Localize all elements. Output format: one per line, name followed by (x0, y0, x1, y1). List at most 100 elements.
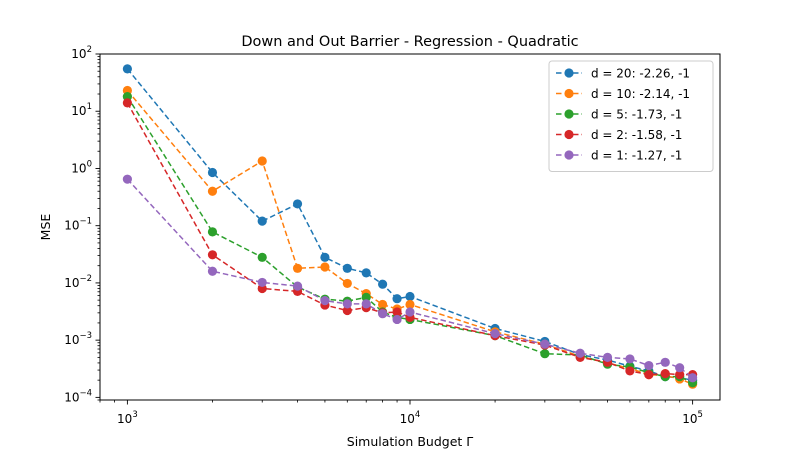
x-tick-label-base: 10 (682, 412, 697, 426)
legend-label: d = 20: -2.26, -1 (591, 67, 690, 81)
series-group (122, 174, 698, 383)
legend-label: d = 2: -1.58, -1 (591, 128, 682, 142)
y-tick-label: 10−1 (64, 217, 92, 233)
data-point (660, 357, 670, 367)
data-point (660, 369, 670, 379)
data-point (207, 186, 218, 196)
x-tick-label: 104 (400, 410, 421, 426)
x-tick-label: 103 (117, 410, 138, 426)
y-tick-label-base: 10 (64, 276, 79, 290)
y-tick-label: 10−3 (64, 331, 92, 347)
y-tick-label-base: 10 (64, 333, 79, 347)
y-tick-label: 100 (71, 159, 92, 175)
legend-item: d = 20: -2.26, -1 (556, 67, 690, 81)
data-point (392, 307, 402, 317)
data-point (644, 370, 654, 380)
chart-title: Down and Out Barrier - Regression - Quad… (241, 34, 578, 50)
legend-marker (564, 109, 574, 119)
data-point (257, 252, 267, 262)
data-point (405, 307, 415, 317)
data-point (292, 199, 303, 209)
data-point (405, 291, 415, 302)
y-tick-label-exponent: −2 (79, 274, 92, 284)
y-tick-label-base: 10 (64, 390, 79, 404)
y-tick-label-base: 10 (71, 47, 86, 61)
data-point (292, 263, 303, 273)
data-point (292, 281, 303, 291)
data-point (342, 263, 352, 273)
y-tick-label: 10−2 (64, 274, 92, 290)
y-tick-label-base: 10 (64, 219, 79, 233)
data-point (602, 352, 613, 362)
data-point (490, 329, 500, 339)
data-point (257, 216, 267, 226)
legend-item: d = 5: -1.73, -1 (556, 108, 682, 122)
x-tick-label-base: 10 (400, 412, 415, 426)
data-point (405, 299, 415, 310)
y-tick-label-exponent: −3 (79, 331, 92, 341)
legend-item: d = 2: -1.58, -1 (556, 128, 682, 142)
legend-marker (564, 129, 574, 140)
y-tick-label-base: 10 (71, 104, 86, 118)
data-point (378, 299, 388, 310)
legend-item: d = 1: -1.27, -1 (556, 149, 682, 163)
data-point (122, 98, 132, 108)
data-point (378, 279, 388, 289)
legend-label: d = 1: -1.27, -1 (591, 149, 682, 163)
legend-marker (564, 68, 574, 78)
data-point (688, 373, 698, 383)
x-tick-label: 105 (682, 410, 703, 426)
data-point (320, 252, 330, 262)
y-tick-label-exponent: −1 (79, 217, 92, 227)
x-tick-label-exponent: 5 (698, 410, 703, 420)
data-point (625, 366, 635, 376)
data-point (625, 354, 635, 364)
y-tick-label-exponent: 0 (87, 159, 92, 169)
legend-label: d = 5: -1.73, -1 (591, 108, 682, 122)
y-tick-label: 102 (71, 45, 92, 61)
data-point (675, 363, 685, 373)
data-point (342, 278, 352, 289)
data-point (342, 305, 352, 316)
data-point (361, 292, 371, 302)
data-point (257, 156, 267, 166)
data-point (575, 348, 585, 358)
y-tick-label-exponent: 1 (87, 102, 92, 112)
x-tick-label-exponent: 4 (415, 410, 420, 420)
data-point (378, 309, 388, 319)
y-tick-label: 101 (71, 102, 92, 118)
y-tick-label-exponent: 2 (87, 45, 92, 55)
data-point (207, 167, 218, 178)
legend-marker (564, 150, 574, 160)
data-point (320, 296, 330, 306)
data-point (342, 299, 352, 309)
data-point (207, 227, 218, 237)
y-tick-label-exponent: −4 (79, 388, 92, 398)
legend-box (548, 60, 714, 172)
data-point (540, 339, 550, 349)
data-point (207, 266, 218, 276)
data-point (207, 250, 218, 260)
data-point (644, 360, 654, 371)
data-point (122, 64, 132, 74)
data-point (392, 314, 402, 325)
data-point (257, 277, 267, 288)
legend-label: d = 10: -2.14, -1 (591, 87, 690, 101)
data-point (675, 370, 685, 380)
legend: d = 20: -2.26, -1 d = 10: -2.14, -1 d = 5:… (548, 60, 714, 172)
x-tick-label-exponent: 3 (132, 410, 137, 420)
data-point (540, 349, 550, 359)
axes-frame (99, 53, 721, 401)
x-tick-label-base: 10 (117, 412, 132, 426)
data-point (361, 268, 371, 278)
legend-marker (564, 88, 574, 99)
y-tick-label: 10−4 (64, 388, 92, 404)
data-point (320, 262, 330, 272)
data-point (122, 174, 132, 184)
data-point (361, 299, 371, 309)
legend-item: d = 10: -2.14, -1 (556, 87, 690, 101)
y-axis-label: MSE (38, 214, 53, 241)
